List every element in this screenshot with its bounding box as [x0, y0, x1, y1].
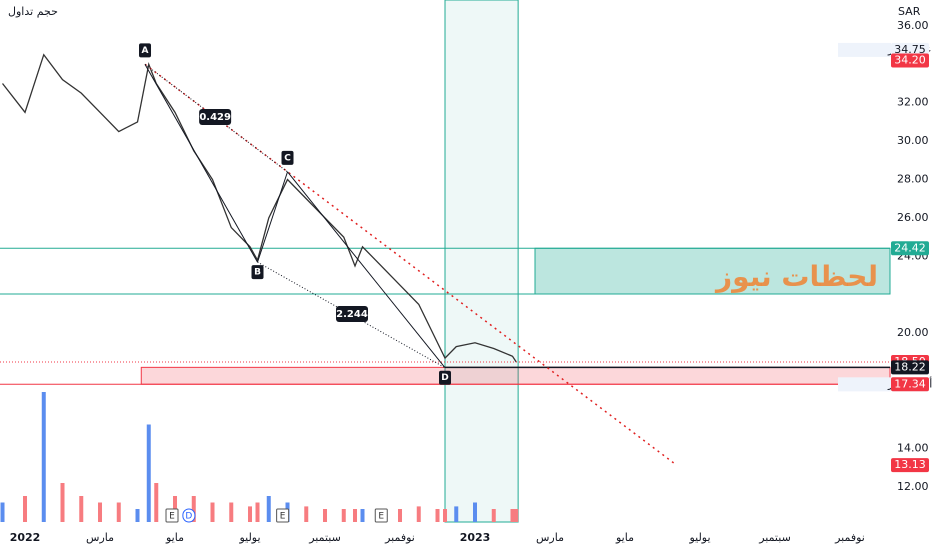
- point-label: D: [441, 373, 448, 383]
- green-zone: [534, 247, 891, 295]
- x-tick-label: يوليو: [238, 531, 260, 544]
- pattern-line: [257, 171, 288, 263]
- price-badge-label: 17.34: [894, 377, 926, 390]
- ratio-badge: [336, 305, 369, 322]
- price-badge: [891, 360, 929, 375]
- x-tick-label: سبتمبر: [308, 531, 341, 544]
- x-tick-label: 2022: [10, 531, 41, 544]
- ratio-label: 0.429: [199, 112, 231, 123]
- volume-bar: [135, 509, 140, 522]
- volume-bar: [0, 502, 5, 522]
- volume-bar: [116, 502, 121, 522]
- volume-bar: [341, 509, 346, 522]
- price-badge-label: 34.20: [894, 53, 926, 66]
- y-tick-label: 28.00: [897, 173, 929, 186]
- time-band: [444, 0, 519, 523]
- price-badge-label: 18.22: [894, 360, 926, 373]
- price-badge-label: 13.13: [894, 458, 926, 471]
- point-badge: [251, 265, 264, 280]
- volume-bar: [229, 502, 234, 522]
- event-marker: [276, 508, 290, 523]
- x-tick-label: مايو: [615, 531, 634, 544]
- volume-bar: [360, 509, 365, 522]
- watermark: لحظات نيوز: [714, 260, 878, 293]
- y-tick-label: 32.00: [897, 96, 929, 109]
- x-tick-label: يوليو: [688, 531, 710, 544]
- volume-bar: [154, 483, 159, 522]
- event-label: E: [280, 512, 286, 522]
- y-tick-label: 30.00: [897, 134, 929, 147]
- price-badge-label: 24.42: [894, 241, 926, 254]
- event-marker: [374, 508, 388, 523]
- point-badge: [139, 43, 152, 58]
- point-badge: [281, 150, 294, 165]
- volume-bar: [323, 509, 328, 522]
- pink-zone: [140, 366, 891, 385]
- event-label: E: [378, 512, 384, 522]
- volume-bar: [353, 509, 358, 522]
- price-line: [2, 53, 517, 363]
- note-box: [838, 377, 891, 392]
- x-tick-label: نوفمبر: [384, 531, 415, 544]
- volume-bar: [416, 506, 421, 522]
- volume-bar: [454, 506, 459, 522]
- x-tick-label: 2023: [460, 531, 491, 544]
- point-badge: [439, 370, 452, 385]
- point-label: B: [254, 268, 261, 278]
- volume-bar: [398, 509, 403, 522]
- pattern-line: [287, 171, 446, 369]
- ratio-badge: [199, 108, 232, 125]
- note-box: [838, 42, 891, 57]
- volume-bar: [60, 483, 65, 522]
- price-badge: [891, 241, 929, 256]
- volume-bar: [491, 509, 496, 522]
- x-tick-label: سبتمبر: [758, 531, 791, 544]
- volume-bar: [266, 496, 271, 522]
- pattern-line: [144, 64, 258, 263]
- volume-bar: [443, 509, 448, 522]
- volume-bar: [146, 424, 151, 522]
- y-tick-label: 12.00: [897, 480, 929, 493]
- volume-bar: [304, 506, 309, 522]
- price-badge: [891, 458, 929, 473]
- event-label: D: [185, 512, 192, 522]
- y-tick-label: 36.00: [897, 19, 929, 32]
- price-badge-label: 34.75: [894, 43, 926, 56]
- volume-bar: [510, 509, 515, 522]
- volume-bar: [210, 502, 215, 522]
- x-tick-label: نوفمبر: [834, 531, 865, 544]
- point-label: A: [142, 46, 149, 56]
- event-marker: [182, 508, 196, 523]
- volume-bar: [79, 496, 84, 522]
- point-label: C: [284, 153, 291, 163]
- event-label: E: [169, 512, 175, 522]
- volume-bar: [248, 506, 253, 522]
- volume-bar: [255, 502, 260, 522]
- x-tick-label: مارس: [536, 531, 564, 544]
- x-tick-label: مايو: [165, 531, 184, 544]
- volume-bar: [23, 496, 28, 522]
- volume-bar: [435, 509, 440, 522]
- volume-bar: [98, 502, 103, 522]
- trendline: [144, 63, 675, 464]
- volume-title: حجم تداول: [8, 5, 58, 18]
- price-badge: [891, 377, 929, 392]
- y-tick-label: 14.00: [897, 441, 929, 454]
- volume-bar: [41, 392, 46, 522]
- event-marker: [165, 508, 179, 523]
- currency: SAR: [898, 5, 921, 18]
- price-badge: [891, 42, 929, 57]
- volume-bar: [514, 509, 519, 522]
- ratio-label: 2.244: [336, 309, 368, 320]
- y-tick-label: 26.00: [897, 211, 929, 224]
- volume-bar: [473, 502, 478, 522]
- volume-bar: [191, 496, 196, 522]
- price-badge: [891, 53, 929, 68]
- x-tick-label: مارس: [86, 531, 114, 544]
- y-tick-label: 20.00: [897, 326, 929, 339]
